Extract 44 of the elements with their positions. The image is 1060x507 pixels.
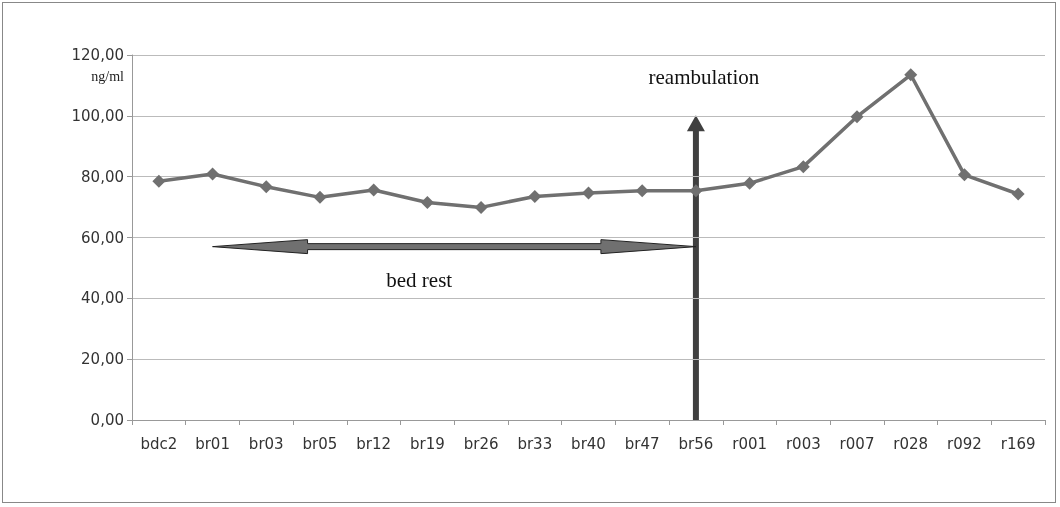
x-tick-label: br47 bbox=[624, 434, 660, 453]
point bbox=[957, 168, 971, 182]
point bbox=[850, 110, 864, 124]
y-tick-label: 40,00 bbox=[81, 289, 124, 308]
point bbox=[1011, 187, 1025, 201]
x-tick-label: r007 bbox=[839, 434, 875, 453]
y-tick-label: 0,00 bbox=[90, 411, 124, 429]
point bbox=[420, 196, 434, 210]
x-tick-label: br56 bbox=[678, 434, 714, 453]
ref-line-label: reambulation bbox=[648, 65, 760, 90]
point bbox=[904, 68, 918, 82]
x-tick-label: br40 bbox=[571, 434, 606, 453]
x-tick-label: br19 bbox=[409, 434, 445, 453]
y-tick-label: 20,00 bbox=[81, 350, 124, 369]
x-tick-label: br26 bbox=[463, 434, 499, 453]
point bbox=[743, 176, 757, 190]
x-tick-label: r028 bbox=[893, 434, 929, 453]
y-tick-label: 60,00 bbox=[81, 228, 124, 247]
point bbox=[313, 190, 327, 204]
x-tick-label: r169 bbox=[1000, 434, 1036, 453]
point bbox=[689, 184, 703, 198]
x-tick-label: r092 bbox=[947, 434, 982, 453]
point bbox=[474, 200, 488, 214]
x-tick-label: br33 bbox=[517, 434, 553, 453]
x-tick-label: r003 bbox=[785, 434, 821, 453]
point bbox=[259, 180, 273, 194]
x-tick-label: bdc2 bbox=[140, 434, 178, 453]
point bbox=[206, 167, 220, 181]
point bbox=[367, 183, 381, 197]
x-tick-label: br03 bbox=[248, 434, 284, 453]
point bbox=[635, 184, 649, 198]
annotation: bed rest bbox=[386, 267, 453, 292]
y-axis-title: ng/ml bbox=[91, 68, 125, 84]
point bbox=[152, 174, 166, 188]
y-tick-label: 80,00 bbox=[81, 167, 124, 186]
point bbox=[582, 186, 595, 200]
point bbox=[796, 160, 810, 174]
point bbox=[528, 189, 542, 203]
x-tick-label: r001 bbox=[732, 434, 768, 453]
y-tick-label: 120,00 bbox=[71, 46, 124, 64]
x-tick-label: br05 bbox=[302, 434, 338, 453]
x-tick-label: br01 bbox=[195, 434, 230, 453]
x-tick-label: br12 bbox=[356, 434, 392, 453]
y-tick-label: 100,00 bbox=[71, 106, 124, 125]
